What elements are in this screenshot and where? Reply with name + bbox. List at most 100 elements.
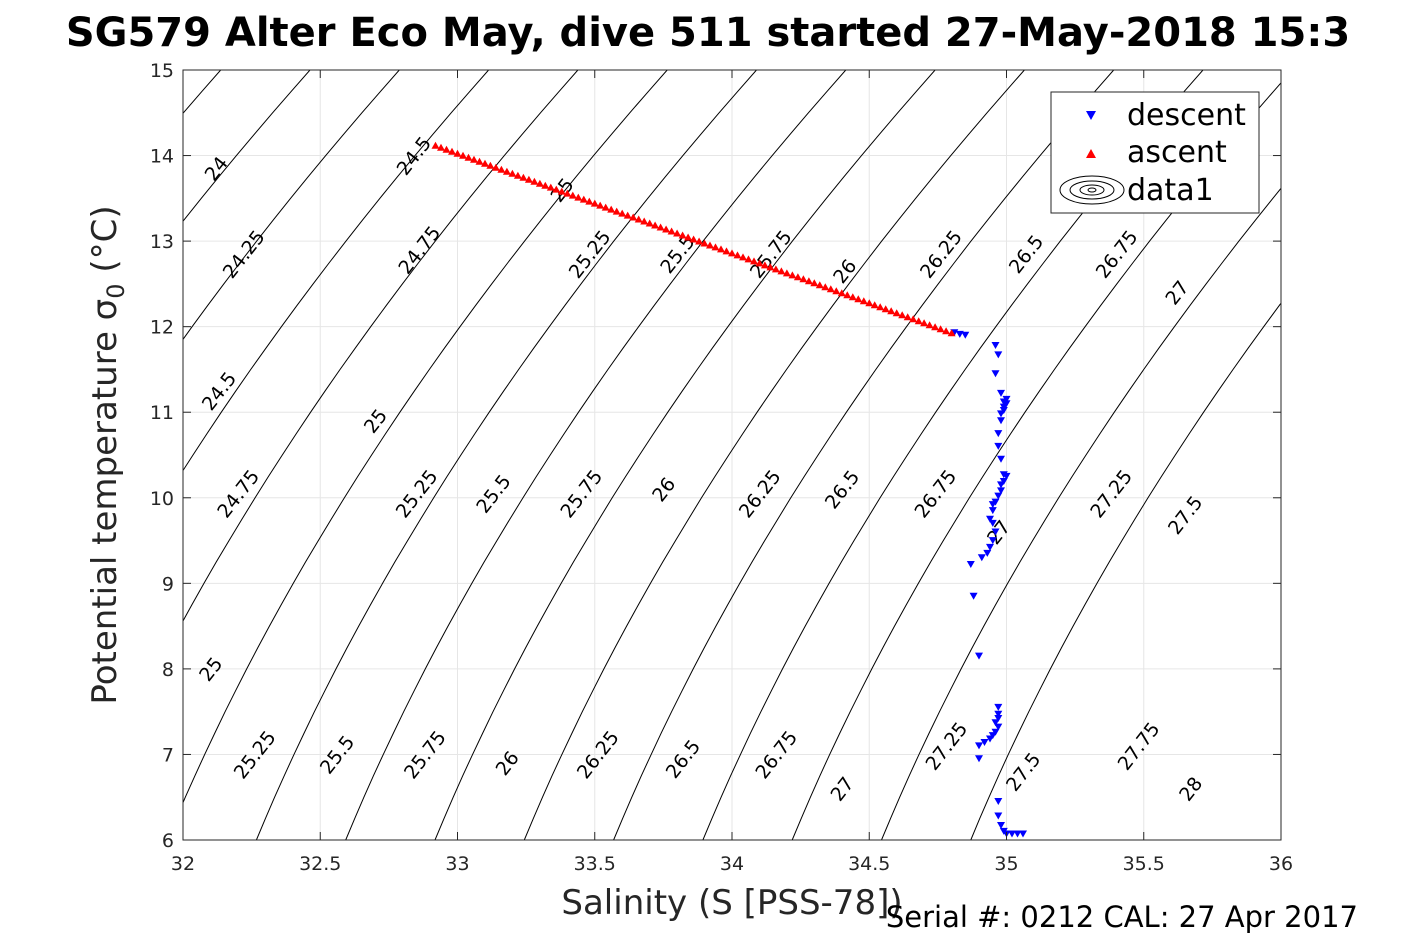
y-axis-label: Potential temperature σ0 (°C) (85, 205, 130, 704)
x-tick-label: 32.5 (299, 853, 341, 875)
contour-label: 27.25 (1086, 466, 1137, 522)
ascent-point (678, 231, 687, 239)
descent-point (1013, 830, 1022, 838)
ascent-point (903, 313, 912, 321)
descent-point (1008, 830, 1016, 838)
x-tick-label: 33 (445, 853, 469, 875)
ascent-point (557, 187, 566, 195)
data-markers (431, 141, 1027, 838)
legend-contour-icon (1059, 175, 1125, 205)
ascent-point (766, 263, 775, 271)
contour-label: 26.75 (910, 466, 961, 522)
descent-point (994, 442, 1003, 450)
ascent-point (590, 199, 599, 207)
x-axis-label: Salinity (S [PSS-78]) (561, 883, 902, 923)
contour-label: 24 (201, 153, 233, 186)
ascent-point (607, 205, 616, 213)
ascent-point (777, 267, 786, 275)
contour-label: 25.5 (316, 732, 359, 779)
ascent-point (728, 249, 736, 257)
ascent-point (700, 239, 709, 247)
descent-point (986, 543, 994, 551)
ascent-point (481, 159, 489, 167)
ascent-point (848, 293, 857, 301)
x-tick-label: 34.5 (848, 853, 890, 875)
ascent-point (711, 243, 720, 251)
y-tick-label: 11 (150, 402, 174, 424)
ascent-point (448, 147, 456, 155)
legend-data1-label: data1 (1127, 173, 1214, 208)
density-contour-line (0, 27, 81, 883)
ascent-point (706, 241, 714, 249)
ascent-point (497, 165, 506, 173)
contour-label: 26.5 (1005, 231, 1048, 278)
contour-label: 27.75 (1114, 718, 1165, 774)
ascent-point (546, 183, 555, 191)
ascent-point (854, 295, 863, 303)
descent-point (997, 822, 1005, 829)
y-tick-label: 15 (150, 60, 174, 82)
density-contour-line (183, 70, 400, 341)
descent-point (997, 487, 1005, 495)
descent-point (980, 739, 989, 746)
ascent-point (739, 253, 747, 261)
ascent-point (788, 271, 797, 279)
descent-point (991, 528, 1000, 536)
ascent-point (760, 261, 769, 269)
axis-ticks: 32 32.5 33 33.5 34 34.5 35 35.5 36 6 7 8 9 10 11 12 13 14… (150, 60, 1293, 875)
ascent-point (563, 189, 572, 197)
ascent-point (826, 285, 835, 293)
contour-label: 26.5 (821, 466, 864, 513)
ascent-point (437, 143, 445, 151)
ascent-point (881, 305, 890, 313)
ascent-point (733, 251, 742, 259)
density-contour-line (970, 302, 1281, 840)
y-tick-label: 9 (162, 573, 174, 595)
ascent-point (931, 323, 940, 331)
descent-point (994, 492, 1003, 500)
x-tick-label: 36 (1269, 853, 1293, 875)
ascent-point (782, 269, 791, 277)
descent-point (983, 549, 992, 557)
contour-label: 25 (360, 405, 392, 438)
ascent-point (629, 213, 638, 221)
descent-point (991, 370, 1000, 378)
descent-point (991, 342, 1000, 349)
legend-descent-label: descent (1127, 98, 1246, 133)
ascent-point (464, 153, 473, 161)
contour-label: 26 (648, 474, 680, 507)
contour-label: 25.75 (556, 466, 607, 522)
ascent-point (898, 311, 907, 319)
contour-label: 25.5 (472, 471, 515, 518)
legend: descent ascent data1 (1050, 91, 1260, 214)
ascent-point (722, 247, 731, 255)
x-tick-label: 33.5 (574, 853, 616, 875)
contour-label: 27 (1161, 277, 1193, 310)
contour-label: 25.75 (400, 727, 451, 783)
legend-ascent-label: ascent (1127, 135, 1227, 170)
ascent-point (585, 197, 594, 205)
descent-point (975, 742, 983, 750)
contour-label: 27.5 (1164, 492, 1207, 539)
descent-point (997, 417, 1005, 425)
ascent-point (859, 297, 868, 305)
ascent-point (574, 193, 583, 201)
ascent-point (804, 277, 813, 285)
descent-point (986, 515, 994, 523)
x-tick-label: 35.5 (1123, 853, 1165, 875)
ascent-point (491, 163, 500, 171)
ascent-point (524, 175, 533, 183)
ascent-point (470, 155, 478, 163)
ascent-point (662, 225, 671, 233)
ascent-point (508, 169, 517, 177)
ascent-point (612, 207, 621, 215)
y-tick-label: 7 (162, 744, 174, 766)
descent-point (994, 798, 1003, 805)
ascent-point (645, 219, 654, 227)
ascent-point (717, 245, 725, 253)
ascent-point (832, 287, 841, 295)
ascent-point (793, 273, 802, 281)
contour-label: 25.25 (565, 226, 616, 282)
ascent-point (936, 325, 945, 333)
ascent-point (755, 259, 764, 267)
